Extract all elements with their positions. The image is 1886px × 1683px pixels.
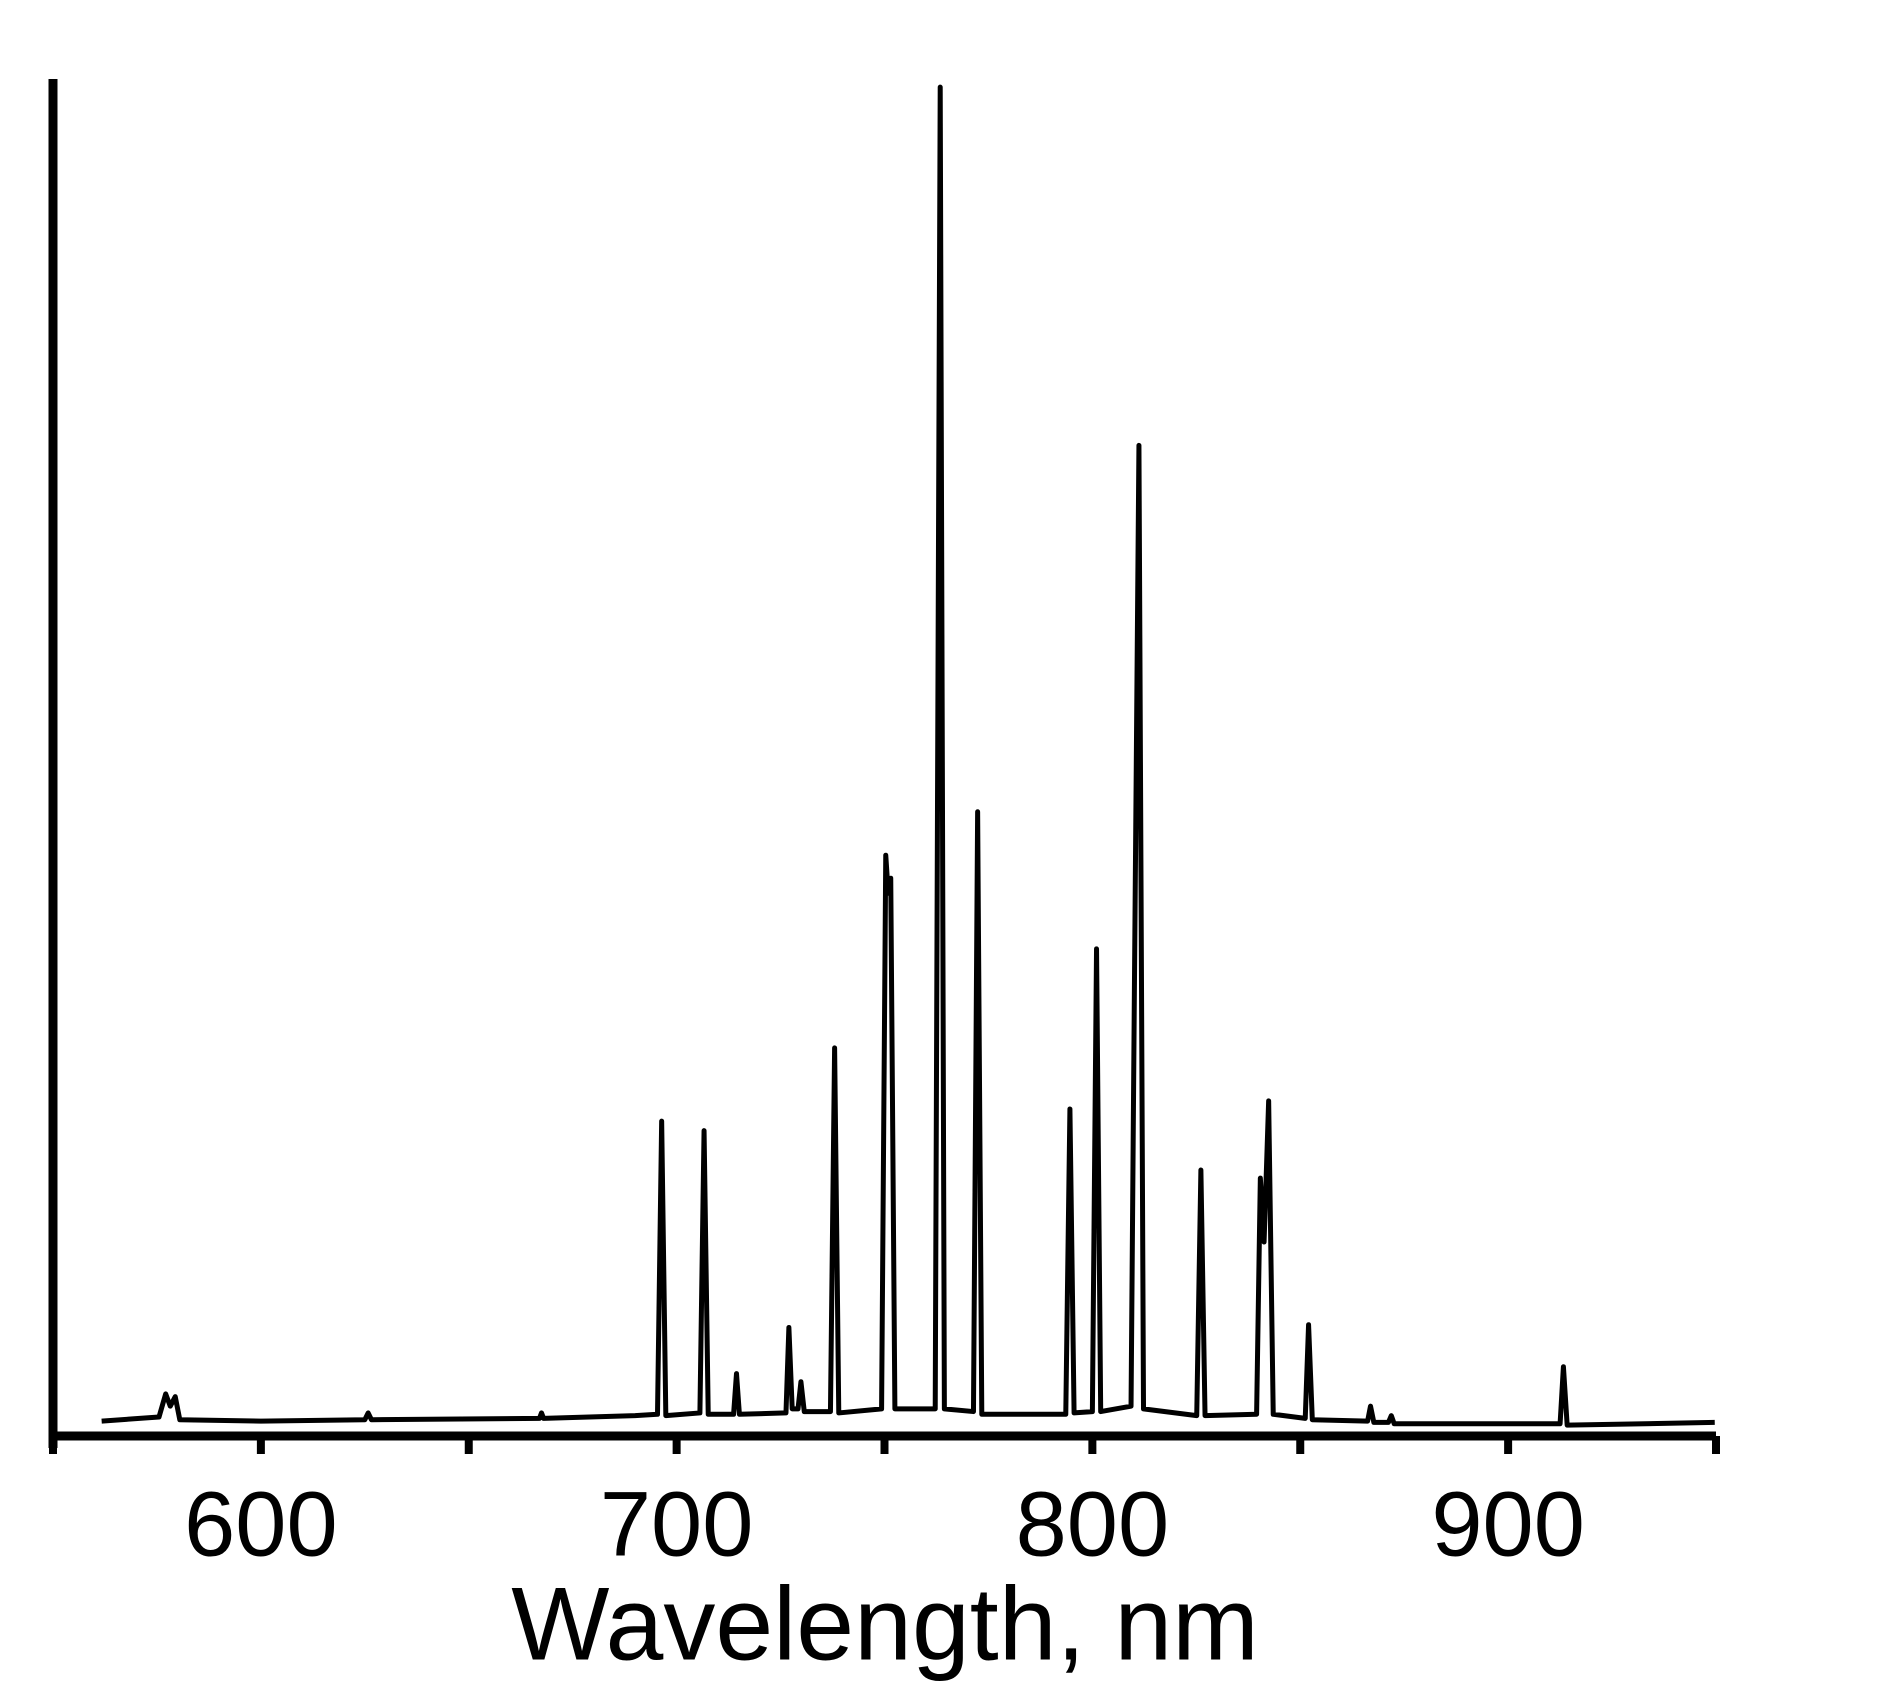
x-axis-label: Wavelength, nm (511, 1566, 1259, 1682)
spectrum-line (101, 84, 1715, 1428)
x-tick-label: 600 (184, 1473, 338, 1575)
x-tick-label: 900 (1431, 1473, 1585, 1575)
x-tick-label: 800 (1016, 1473, 1170, 1575)
x-tick-label: 700 (600, 1473, 754, 1575)
